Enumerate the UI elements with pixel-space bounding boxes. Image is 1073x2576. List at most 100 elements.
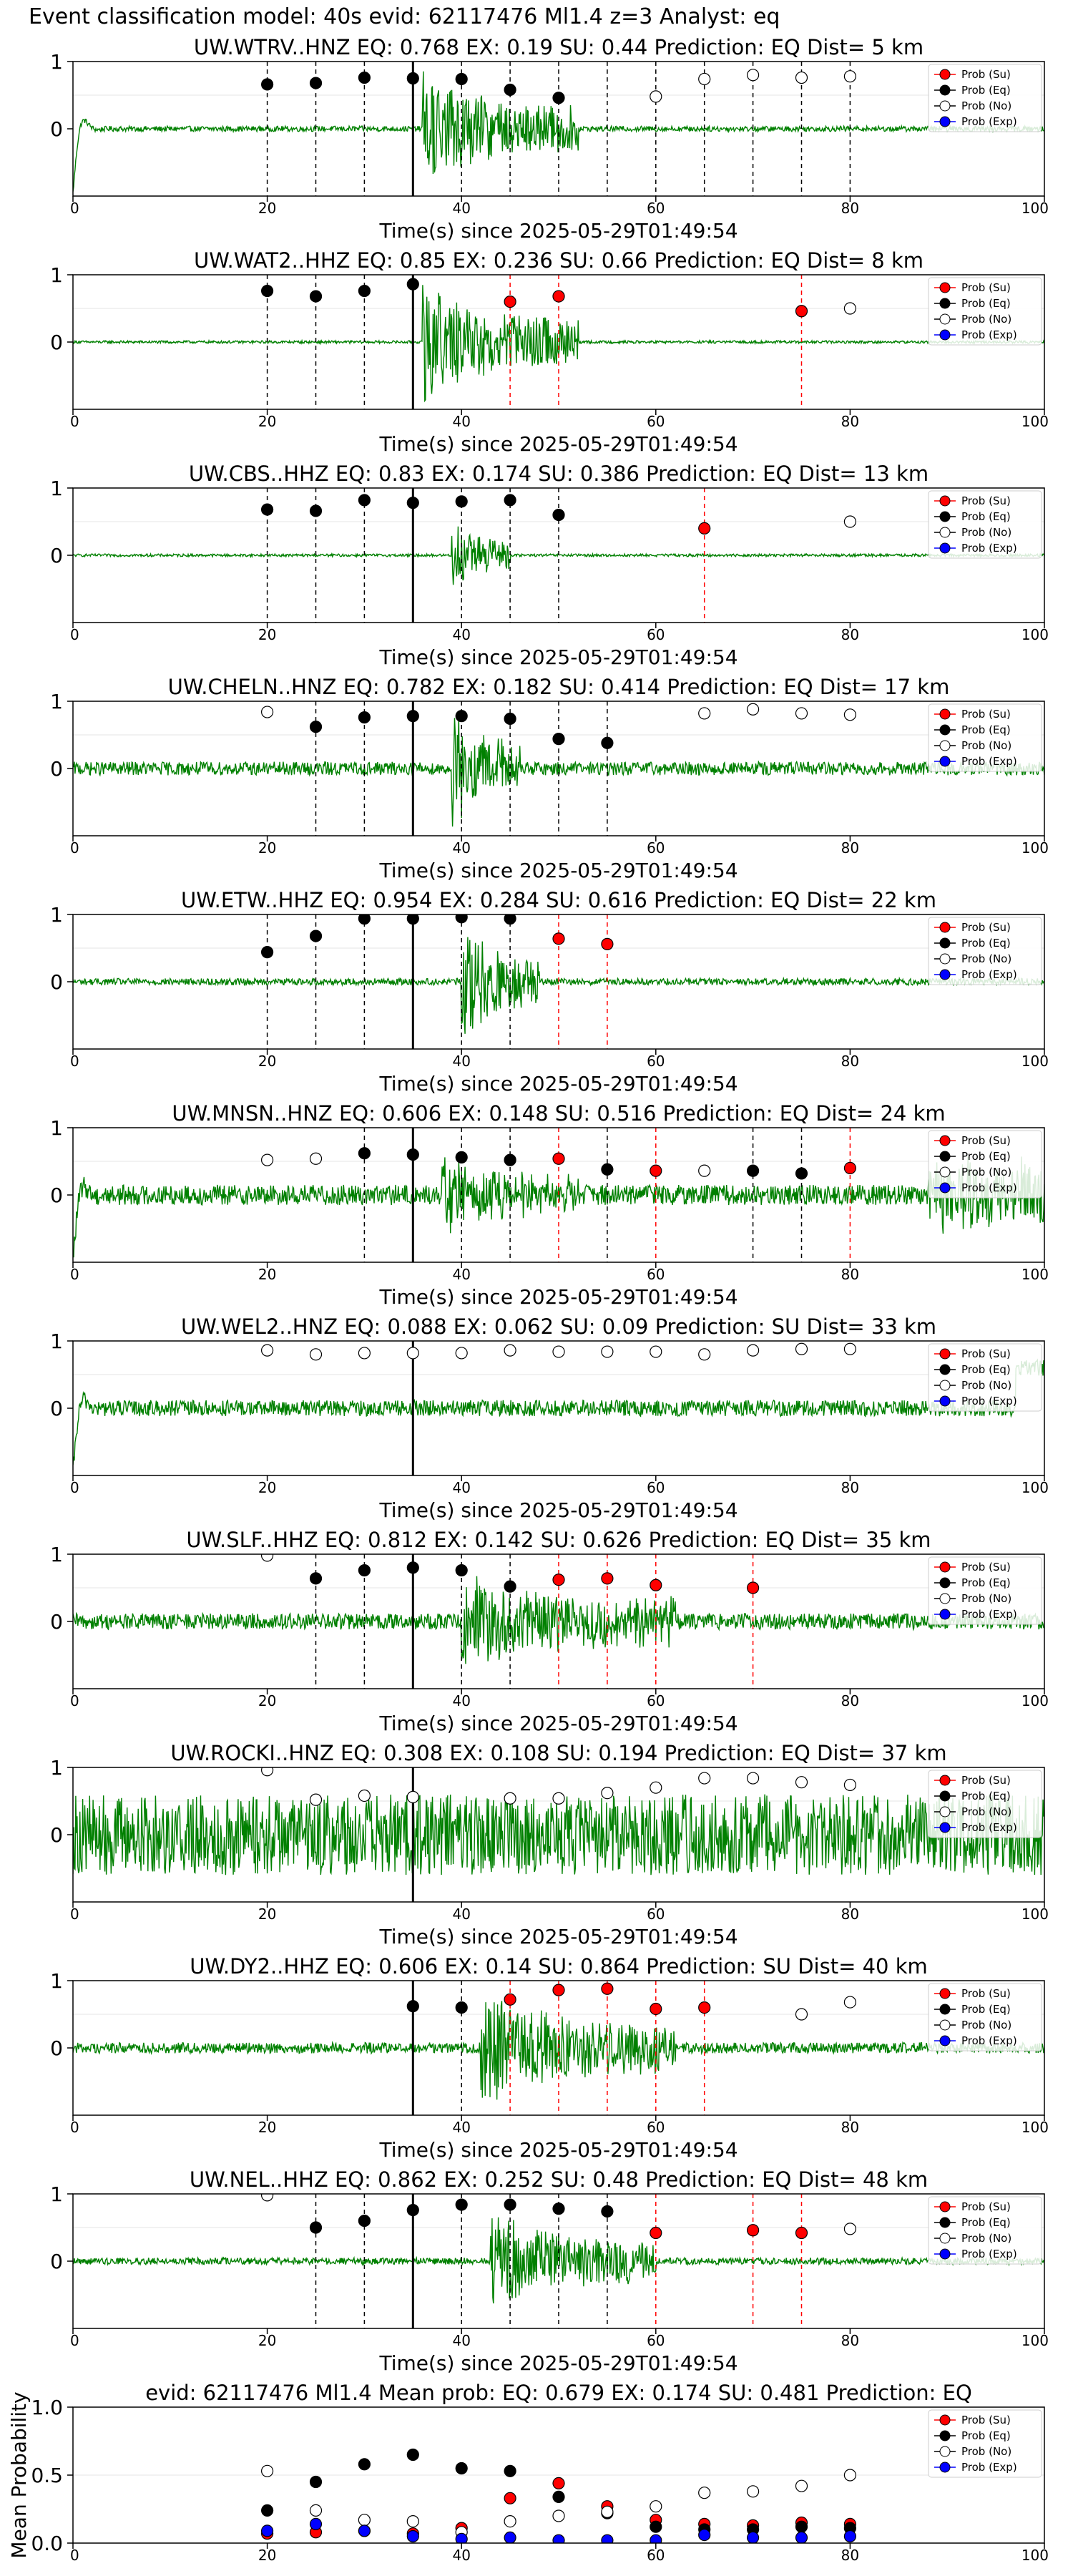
prob-marker-no [504, 1792, 516, 1805]
legend-label-su: Prob (Su) [961, 68, 1011, 81]
prob-marker-eq [504, 83, 516, 97]
legend-marker-exp [939, 2462, 951, 2473]
xtick-label: 80 [841, 1479, 859, 1496]
legend-marker-exp [939, 542, 951, 554]
mean-marker-no [698, 2487, 711, 2499]
plot-area [73, 1981, 1044, 2115]
prob-marker-no [261, 1344, 274, 1357]
legend-label-exp: Prob (Exp) [961, 542, 1017, 555]
xtick-label: 20 [258, 2547, 276, 2564]
prob-marker-su [795, 2226, 808, 2240]
xtick-label: 60 [647, 1479, 665, 1496]
panel-title: UW.DY2..HHZ EQ: 0.606 EX: 0.14 SU: 0.864… [190, 1954, 928, 1979]
legend-marker-no [939, 527, 951, 538]
xtick-label: 40 [452, 1266, 470, 1283]
legend-label-no: Prob (No) [961, 1166, 1011, 1179]
legend-label-exp: Prob (Exp) [961, 1608, 1017, 1621]
mean-marker-exp [504, 2531, 516, 2543]
prob-marker-no [746, 69, 760, 82]
panel-title: UW.CBS..HHZ EQ: 0.83 EX: 0.174 SU: 0.386… [189, 462, 929, 486]
prob-marker-no [843, 1342, 857, 1355]
mean-marker-exp [309, 2517, 323, 2530]
xtick-label: 100 [1021, 1053, 1049, 1070]
ytick-label: 0 [50, 757, 63, 781]
prob-marker-su [650, 1164, 662, 1177]
legend-marker-exp [939, 1395, 951, 1407]
xtick-label: 20 [258, 1266, 276, 1283]
prob-marker-eq [552, 733, 565, 746]
legend-label-exp: Prob (Exp) [961, 2461, 1017, 2474]
mean-marker-eq [650, 2520, 662, 2533]
panel-8: UW.ROCKI..HNZ EQ: 0.308 EX: 0.108 SU: 0.… [50, 1741, 1049, 1948]
waveform-trace [73, 1358, 1044, 1465]
plot-area [73, 701, 1044, 836]
prob-marker-eq [406, 2000, 419, 2013]
ytick-label: 0 [50, 970, 63, 994]
legend-marker-exp [939, 2248, 951, 2260]
x-axis-label: Time(s) since 2025-05-29T01:49:54 [378, 645, 738, 669]
prob-marker-no [698, 1772, 711, 1785]
plot-area [73, 1767, 1044, 1902]
mean-marker-no [650, 2500, 662, 2513]
xtick-label: 0 [70, 1479, 79, 1496]
xtick-label: 0 [70, 839, 79, 857]
xtick-label: 80 [841, 1906, 859, 1923]
prob-marker-no [746, 1772, 760, 1785]
legend-label-exp: Prob (Exp) [961, 2248, 1017, 2260]
xtick-label: 40 [452, 2332, 470, 2349]
mean-marker-no [406, 2515, 419, 2528]
prob-marker-eq [309, 721, 323, 733]
ytick-label: 0 [50, 1397, 63, 1420]
xtick-label: 40 [452, 1906, 470, 1923]
prob-marker-eq [455, 1151, 468, 1163]
prob-marker-eq [309, 290, 323, 303]
xtick-label: 0 [70, 1053, 79, 1070]
legend: Prob (Su) Prob (Eq) Prob (No) Prob (Exp) [928, 1343, 1042, 1412]
legend-label-exp: Prob (Exp) [961, 328, 1017, 341]
panel-1: UW.WAT2..HHZ EQ: 0.85 EX: 0.236 SU: 0.66… [50, 248, 1049, 456]
legend-label-eq: Prob (Eq) [961, 510, 1011, 523]
prob-marker-eq [309, 77, 323, 89]
legend: Prob (Su) Prob (Eq) Prob (No) Prob (Exp) [928, 1130, 1042, 1199]
prob-marker-su [552, 290, 565, 303]
legend-label-eq: Prob (Eq) [961, 2429, 1011, 2442]
xtick-label: 80 [841, 2547, 859, 2564]
prob-marker-no [358, 1789, 371, 1802]
legend: Prob (Su) Prob (Eq) Prob (No) Prob (Exp) [928, 1556, 1042, 1625]
legend-marker-no [939, 313, 951, 325]
panel-title: UW.CHELN..HNZ EQ: 0.782 EX: 0.182 SU: 0.… [168, 675, 950, 699]
legend-marker-su [939, 1561, 951, 1573]
legend-label-su: Prob (Su) [961, 1347, 1011, 1360]
prob-marker-no [795, 1776, 808, 1789]
xtick-label: 100 [1021, 200, 1049, 217]
ytick-label: 1 [50, 903, 63, 927]
ytick-label: 0.5 [31, 2464, 63, 2487]
legend: Prob (Su) Prob (Eq) Prob (No) Prob (Exp) [928, 917, 1042, 985]
legend-marker-su [939, 1988, 951, 1999]
legend-marker-no [939, 1806, 951, 1818]
xtick-label: 20 [258, 2119, 276, 2136]
mean-marker-eq [261, 2504, 274, 2517]
panel-5: UW.MNSN..HNZ EQ: 0.606 EX: 0.148 SU: 0.5… [50, 1101, 1049, 1309]
mean-marker-no [309, 2504, 323, 2517]
prob-marker-eq [406, 278, 419, 291]
prob-marker-eq [455, 495, 468, 508]
prob-marker-eq [406, 710, 419, 723]
ytick-label: 1 [50, 50, 63, 74]
prob-marker-su [504, 1993, 516, 2006]
xtick-label: 80 [841, 413, 859, 430]
mean-marker-eq [504, 2464, 516, 2477]
mean-marker-exp [552, 2534, 565, 2543]
legend-label-eq: Prob (Eq) [961, 2216, 1011, 2229]
plot-area [73, 488, 1044, 623]
plot-area [73, 62, 1044, 196]
panel-2: UW.CBS..HHZ EQ: 0.83 EX: 0.174 SU: 0.386… [50, 462, 1049, 669]
xtick-label: 20 [258, 1053, 276, 1070]
legend-marker-su [939, 2201, 951, 2212]
legend-marker-eq [939, 1577, 951, 1589]
legend-label-su: Prob (Su) [961, 1561, 1011, 1574]
plot-area [73, 914, 1044, 1049]
xtick-label: 0 [70, 1906, 79, 1923]
xtick-label: 0 [70, 413, 79, 430]
panel-title: UW.ROCKI..HNZ EQ: 0.308 EX: 0.108 SU: 0.… [170, 1741, 946, 1765]
